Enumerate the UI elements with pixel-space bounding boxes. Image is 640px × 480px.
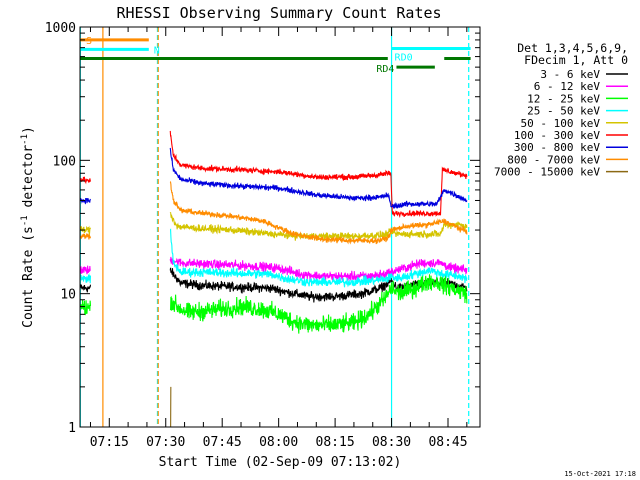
- x-axis-label: Start Time (02-Sep-09 07:13:02): [159, 455, 402, 470]
- legend-label-5: 100 - 300 keV: [514, 129, 600, 142]
- y-tick-label-1: 10: [60, 288, 76, 303]
- y-tick-label-2: 100: [53, 154, 76, 169]
- legend-label-0: 3 - 6 keV: [540, 68, 600, 81]
- series-6-trace-1: [169, 147, 468, 209]
- legend-header-line-1: Det 1,3,4,5,6,9,: [517, 41, 628, 55]
- series-2: [80, 274, 468, 334]
- series-5-trace-1: [169, 130, 468, 219]
- y-axis-label: Count Rate (s-1 detector-1): [20, 126, 36, 328]
- series-2-trace-1: [169, 274, 468, 334]
- legend-label-2: 12 - 25 keV: [527, 92, 600, 105]
- legend-label-3: 25 - 50 keV: [527, 105, 600, 118]
- legend-label-4: 50 - 100 keV: [521, 117, 601, 130]
- series-5: [80, 130, 468, 219]
- state-bar-label-1: N: [154, 45, 160, 56]
- legend-label-7: 800 - 7000 keV: [507, 153, 600, 166]
- chart-title: RHESSI Observing Summary Count Rates: [116, 4, 441, 22]
- series-7-trace-1: [169, 180, 468, 245]
- y-tick-label-3: 1000: [45, 21, 76, 36]
- series-2-trace-0: [80, 299, 92, 316]
- legend-label-8: 7000 - 15000 keV: [494, 166, 600, 179]
- legend-header-line-2: FDecim 1, Att 0: [524, 53, 628, 67]
- y-axis-label-end: ): [21, 126, 36, 134]
- y-tick-label-0: 1: [68, 421, 76, 436]
- y-axis-label-main: Count Rate (s: [21, 226, 36, 328]
- series-0-trace-1: [169, 267, 468, 303]
- x-tick-label-4: 08:15: [316, 435, 355, 450]
- x-tick-label-1: 07:30: [146, 435, 185, 450]
- state-bar-label-4: RD4: [376, 64, 394, 75]
- x-tick-label-2: 07:45: [203, 435, 242, 450]
- series-0: [80, 267, 468, 303]
- series-0-trace-0: [80, 284, 92, 293]
- series-5-trace-0: [80, 176, 92, 185]
- series-3-trace-0: [80, 273, 92, 284]
- state-bar-label-3: RD0: [395, 52, 413, 63]
- series-7-trace-0: [80, 232, 92, 240]
- y-axis-label-mid: detector: [21, 145, 36, 216]
- x-tick-label-5: 08:30: [372, 435, 411, 450]
- footer-timestamp: 15-Oct-2021 17:18: [564, 470, 636, 478]
- x-axis-ticks: 07:15 07:30 07:45 08:00 08:15 08:30 08:45: [90, 27, 468, 450]
- series-1: [80, 256, 468, 282]
- legend-label-1: 6 - 12 keV: [534, 80, 601, 93]
- series-1-trace-0: [80, 265, 91, 275]
- y-axis-label-sup2: -1: [20, 134, 30, 145]
- series-7: [80, 180, 468, 245]
- series-3: [80, 228, 468, 288]
- legend: Det 1,3,4,5,6,9, FDecim 1, Att 0 3 - 6 k…: [494, 41, 628, 179]
- legend-label-6: 300 - 800 keV: [514, 141, 600, 154]
- x-tick-label-3: 08:00: [259, 435, 298, 450]
- state-bar-label-0: S: [86, 36, 92, 47]
- x-tick-label-0: 07:15: [90, 435, 129, 450]
- y-axis-label-sup1: -1: [20, 215, 30, 226]
- series-1-trace-1: [169, 256, 468, 282]
- axes-frame: [79, 26, 481, 428]
- y-axis-ticks: 1 10 100 1000: [45, 21, 480, 436]
- series-4-trace-1: [169, 212, 468, 241]
- series-3-trace-1: [169, 228, 468, 288]
- x-tick-label-6: 08:45: [428, 435, 467, 450]
